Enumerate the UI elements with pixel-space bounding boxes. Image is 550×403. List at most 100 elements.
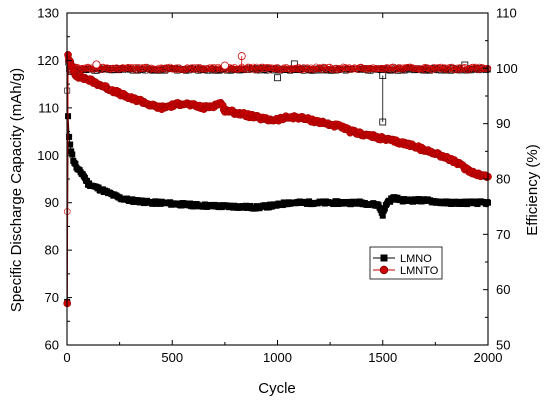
y-right-tick-label: 80	[496, 172, 510, 187]
y-left-tick-label: 110	[38, 100, 59, 115]
efficiency-point-lmnto	[79, 65, 86, 72]
efficiency-point-lmnto	[135, 65, 143, 73]
efficiency-point-lmnto	[367, 64, 374, 72]
y-left-tick-label: 60	[45, 338, 59, 353]
efficiency-point-lmnto	[158, 64, 165, 72]
efficiency-point-lmnto	[295, 63, 302, 71]
efficiency-point-lmnto	[286, 66, 294, 73]
capacity-point-lmno	[68, 148, 75, 155]
efficiency-point-lmnto	[437, 63, 445, 71]
efficiency-point-lmnto	[364, 64, 372, 72]
x-tick-label: 1500	[368, 350, 397, 365]
x-tick-label: 1000	[263, 350, 292, 365]
efficiency-point-lmnto	[368, 65, 376, 72]
efficiency-point-lmnto	[197, 65, 205, 72]
efficiency-point-lmnto	[76, 65, 84, 73]
efficiency-point-lmnto	[83, 65, 90, 72]
efficiency-point-lmnto	[430, 63, 437, 71]
efficiency-point-lmnto	[473, 65, 481, 73]
capacity-point-lmno	[72, 160, 79, 167]
efficiency-point-lmnto	[393, 65, 400, 73]
efficiency-point-lmnto	[302, 65, 310, 73]
y-left-tick-label: 70	[45, 290, 59, 305]
efficiency-point-lmnto	[381, 66, 389, 73]
efficiency-point-lmnto	[237, 65, 244, 72]
efficiency-point-lmnto	[401, 64, 409, 72]
efficiency-point-lmnto	[198, 65, 206, 73]
y-axis-title-right: Efficiency (%)	[524, 144, 541, 235]
efficiency-point-lmnto	[435, 64, 443, 71]
efficiency-point-lmnto	[235, 65, 243, 73]
efficiency-point-lmnto	[214, 63, 222, 71]
legend: LMNO LMNTO	[369, 246, 443, 280]
efficiency-point-lmnto	[130, 65, 138, 73]
plot-frame	[66, 12, 489, 346]
efficiency-point-lmnto	[206, 64, 214, 71]
efficiency-point-lmnto	[452, 66, 460, 74]
efficiency-point-lmnto	[453, 64, 461, 72]
efficiency-point-lmnto	[429, 65, 436, 73]
efficiency-point-lmnto	[387, 65, 394, 73]
efficiency-point-lmnto	[232, 66, 239, 73]
y-right-tick-label: 100	[496, 61, 518, 76]
efficiency-point-lmnto	[134, 64, 142, 71]
efficiency-point-lmnto	[274, 64, 281, 71]
capacity-point-lmno	[381, 205, 388, 212]
efficiency-point-lmnto	[126, 65, 134, 72]
efficiency-point-lmnto	[86, 65, 93, 72]
efficiency-point-lmnto	[443, 66, 451, 73]
efficiency-point-lmnto	[252, 66, 259, 73]
efficiency-point-lmnto	[362, 65, 369, 72]
efficiency-point-lmnto	[434, 64, 441, 72]
efficiency-point-lmnto	[285, 65, 293, 73]
efficiency-point-lmnto	[321, 64, 328, 71]
efficiency-point-lmnto	[363, 66, 371, 73]
efficiency-point-lmnto	[181, 66, 189, 74]
efficiency-point-lmnto	[460, 64, 467, 72]
efficiency-point-lmnto	[133, 66, 140, 73]
efficiency-point-lmnto	[455, 66, 462, 73]
efficiency-point-lmnto	[280, 64, 288, 72]
efficiency-point-lmnto	[398, 65, 405, 73]
efficiency-point-lmnto	[344, 66, 352, 73]
efficiency-point-lmnto	[469, 63, 477, 71]
y-right-tick-label: 110	[496, 6, 517, 21]
efficiency-point-lmnto	[450, 66, 457, 73]
y-left-tick-label: 120	[37, 53, 59, 68]
efficiency-point-lmnto	[299, 66, 306, 73]
efficiency-point-lmnto	[200, 65, 207, 72]
efficiency-point-lmnto	[369, 64, 377, 71]
efficiency-point-lmnto	[371, 65, 378, 73]
x-tick-label: 2000	[474, 350, 503, 365]
efficiency-point-lmnto	[139, 65, 147, 72]
efficiency-point-lmnto	[288, 65, 295, 72]
capacity-point-lmno	[379, 212, 386, 219]
efficiency-point-lmnto	[365, 65, 373, 73]
efficiency-point-lmnto	[466, 66, 473, 73]
efficiency-point-lmnto	[351, 64, 358, 72]
capacity-point-lmno	[66, 133, 73, 140]
efficiency-point-lmnto	[343, 64, 351, 72]
efficiency-point-lmnto	[349, 65, 357, 72]
y-right-tick-label: 70	[496, 227, 510, 242]
plot-area	[63, 50, 492, 308]
efficiency-point-lmnto	[245, 63, 253, 71]
efficiency-point-lmnto	[213, 65, 221, 73]
efficiency-point-lmnto	[172, 64, 180, 72]
efficiency-outlier-lmnto	[220, 61, 229, 70]
capacity-point-lmno	[69, 151, 76, 158]
efficiency-point-lmnto	[80, 65, 88, 73]
efficiency-point-lmnto	[193, 64, 201, 71]
y-right-tick-label: 90	[496, 116, 510, 131]
y-right-tick-label: 60	[496, 282, 510, 297]
efficiency-point-lmnto	[406, 63, 414, 71]
legend-label-lmnto: LMNTO	[400, 265, 439, 277]
efficiency-point-lmnto	[456, 64, 464, 71]
x-tick-label: 500	[161, 350, 183, 365]
efficiency-point-lmnto	[447, 64, 455, 72]
efficiency-point-lmnto	[170, 65, 177, 72]
y-left-tick-label: 80	[45, 243, 59, 258]
axes: 0 500 1000 1500 2000 60 70 80 90 100 110 120 130 50 60…	[37, 6, 517, 366]
efficiency-point-lmnto	[105, 65, 113, 73]
efficiency-point-lmnto	[150, 65, 158, 73]
